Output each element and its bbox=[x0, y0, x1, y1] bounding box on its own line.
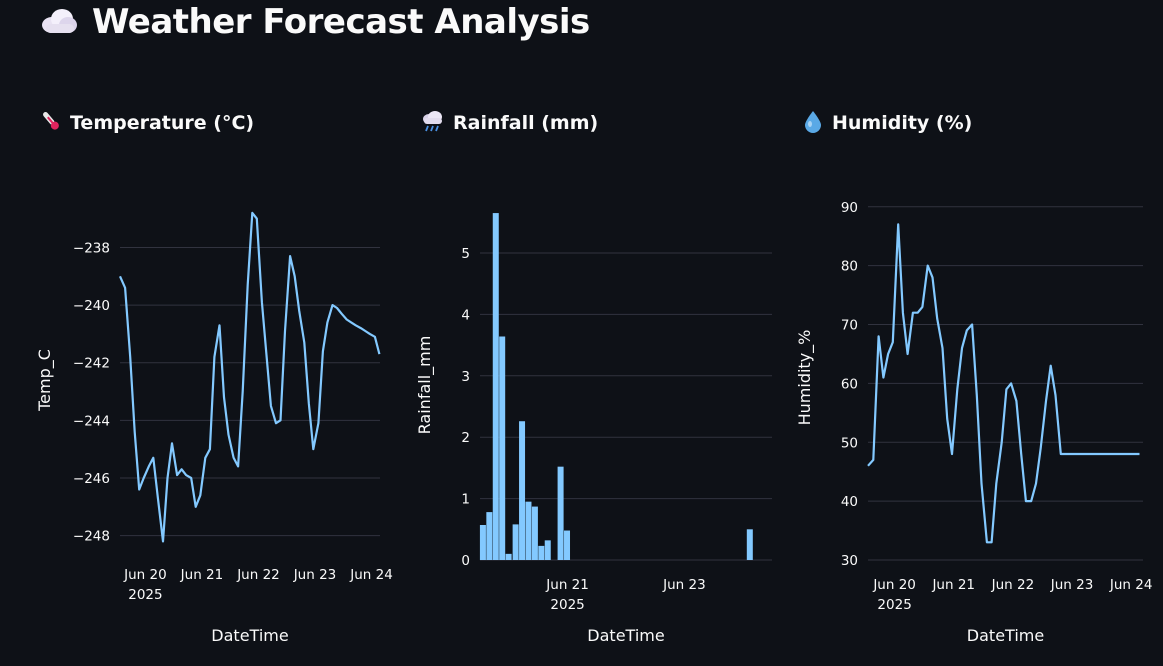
x-tick-label: Jun 23 bbox=[1050, 577, 1094, 593]
x-tick-label: Jun 21 bbox=[545, 577, 589, 593]
x-tick-label: Jun 21 bbox=[931, 577, 975, 593]
bar bbox=[479, 525, 486, 560]
x-tick-label: Jun 20 bbox=[872, 577, 916, 593]
x-tick-label: Jun 23 bbox=[293, 567, 337, 583]
bar bbox=[512, 524, 519, 560]
y-tick-label: −248 bbox=[73, 529, 110, 545]
bar bbox=[531, 506, 538, 560]
y-tick-label: 5 bbox=[461, 246, 470, 262]
x-tick-year-label: 2025 bbox=[128, 587, 162, 603]
bar bbox=[564, 530, 571, 560]
cloud-icon bbox=[40, 6, 78, 38]
y-tick-label: −244 bbox=[73, 413, 110, 429]
y-tick-label: −240 bbox=[73, 298, 110, 314]
y-tick-label: −238 bbox=[73, 240, 110, 256]
bar bbox=[525, 501, 532, 560]
temperature-chart: −238 −240 −242 −244 −246 −248 Jun 20 Jun 21 Jun … bbox=[35, 211, 393, 645]
thermometer-icon bbox=[40, 109, 62, 137]
bar bbox=[519, 421, 526, 560]
bar bbox=[544, 540, 551, 560]
y-tick-label: 3 bbox=[461, 369, 470, 385]
temperature-section-heading: Temperature (°C) bbox=[40, 110, 254, 136]
bar bbox=[746, 529, 753, 560]
y-axis-label: Rainfall_mm bbox=[415, 336, 435, 435]
x-tick-label: Jun 20 bbox=[123, 567, 167, 583]
y-tick-label: 40 bbox=[841, 494, 858, 510]
y-tick-label: −242 bbox=[73, 356, 110, 372]
y-tick-label: 90 bbox=[841, 200, 858, 216]
bar bbox=[557, 466, 564, 560]
rainfall-section-heading: Rainfall (mm) bbox=[421, 110, 598, 136]
x-tick-year-label: 2025 bbox=[550, 597, 584, 613]
humidity-section-heading: Humidity (%) bbox=[802, 110, 972, 136]
page-title: Weather Forecast Analysis bbox=[92, 2, 590, 42]
y-axis-label: Temp_C bbox=[35, 349, 55, 412]
rainfall-heading: Rainfall (mm) bbox=[453, 112, 599, 134]
y-tick-label: 60 bbox=[841, 376, 858, 392]
humidity-heading: Humidity (%) bbox=[832, 112, 973, 134]
x-axis-label: DateTime bbox=[587, 626, 664, 645]
bar bbox=[505, 553, 512, 560]
y-tick-label: 4 bbox=[461, 307, 470, 323]
bar bbox=[538, 545, 545, 560]
x-axis-label: DateTime bbox=[211, 626, 288, 645]
rain-cloud-icon bbox=[421, 109, 445, 137]
y-tick-label: 1 bbox=[461, 492, 470, 508]
page-header: Weather Forecast Analysis bbox=[40, 0, 590, 44]
bar bbox=[492, 213, 499, 560]
x-axis-label: DateTime bbox=[967, 626, 1044, 645]
x-tick-label: Jun 23 bbox=[662, 577, 706, 593]
y-tick-label: 0 bbox=[461, 553, 470, 569]
y-tick-label: 70 bbox=[841, 318, 858, 334]
temperature-heading: Temperature (°C) bbox=[70, 112, 255, 134]
droplet-icon bbox=[802, 109, 824, 137]
y-tick-label: 80 bbox=[841, 259, 858, 275]
series-line bbox=[118, 211, 381, 543]
bar bbox=[486, 512, 493, 560]
y-tick-label: 50 bbox=[841, 435, 858, 451]
y-tick-label: 2 bbox=[461, 430, 470, 446]
y-tick-label: 30 bbox=[841, 553, 858, 569]
y-axis-label: Humidity_% bbox=[795, 330, 815, 426]
series-line bbox=[867, 223, 1140, 544]
x-tick-label: Jun 24 bbox=[1109, 577, 1153, 593]
x-tick-label: Jun 22 bbox=[236, 567, 280, 583]
x-tick-label: Jun 22 bbox=[991, 577, 1035, 593]
humidity-chart: 90 80 70 60 50 40 30 Jun 20 Jun 21 Jun 22 Jun 23 Ju… bbox=[795, 200, 1153, 645]
y-tick-label: −246 bbox=[73, 471, 110, 487]
x-tick-year-label: 2025 bbox=[877, 597, 911, 613]
x-tick-label: Jun 24 bbox=[349, 567, 393, 583]
x-tick-label: Jun 21 bbox=[180, 567, 224, 583]
bar bbox=[499, 336, 506, 560]
